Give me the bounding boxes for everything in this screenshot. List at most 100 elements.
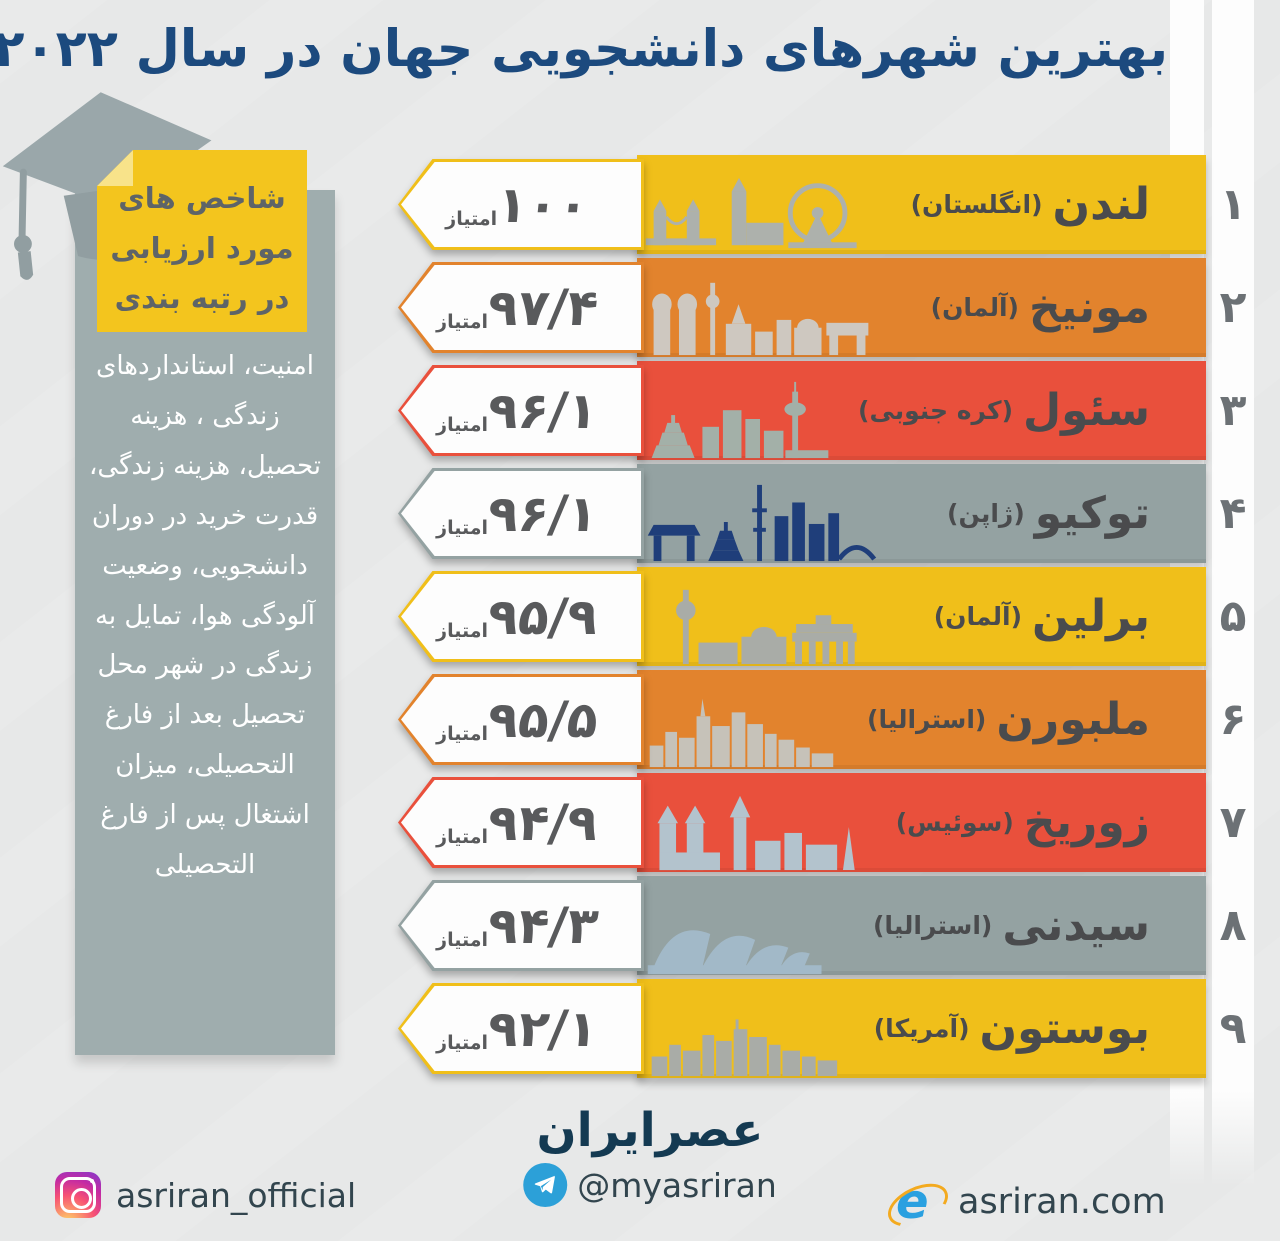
telegram-icon [523,1163,568,1208]
country-name: (استرالیا) [867,705,987,734]
score-unit-label: امتیاز [436,310,489,333]
score-badge: ۹۷/۴ امتیاز [398,262,644,353]
score-unit-label: امتیاز [436,619,489,642]
telegram-handle: @myasriran [577,1165,777,1205]
rank-number: ۶ [1219,694,1247,745]
criteria-heading-box: شاخص های مورد ارزیابی در رتبه بندی [97,150,307,332]
ranking-row-5: ۹۵/۹ امتیاز [0,567,1280,666]
seoul-skyline-icon [643,378,878,460]
criteria-panel: امنیت، استانداردهای زندگی ، هزینه تحصیل،… [75,190,335,1055]
berlin-skyline-icon [643,584,878,666]
city-name: برلین [1032,591,1150,642]
score-value: ۱۰۰ [494,175,592,234]
score-value: ۹۶/۱ [484,381,601,440]
zurich-skyline-icon [643,790,878,872]
city-bar: برلین (آلمان) [637,567,1206,666]
city-name: لندن [1052,179,1150,230]
city-bar: توکیو (ژاپن) [637,464,1206,563]
city-name: بوستون [979,1003,1150,1054]
ranking-row-8: ۹۴/۳ امتیاز سیدنی (استرالیا) ۸ [0,876,1280,975]
rank-number: ۵ [1219,591,1247,642]
sydney-skyline-icon [643,893,878,975]
rank-number: ۸ [1219,900,1247,951]
score-value: ۹۴/۹ [484,793,601,852]
ranking-row-4: ۹۶/۱ امتیاز [0,464,1280,563]
score-unit-label: امتیاز [445,207,498,230]
ranking-row-9: ۹۲/۱ امتیاز بوستون ( [0,979,1280,1078]
city-name: سئول [1023,385,1150,436]
score-unit-label: امتیاز [436,1031,489,1054]
rank-number: ۹ [1219,1003,1247,1054]
munich-skyline-icon [643,275,878,357]
city-bar: زوریخ (سوئیس) [637,773,1206,872]
tokyo-skyline-icon [643,481,878,563]
telegram-row: @myasriran [523,1163,777,1208]
rank-number: ۳ [1219,385,1247,436]
city-name: زوریخ [1023,797,1150,848]
city-name: سیدنی [1002,900,1150,951]
ranking-row-6: ۹۵/۵ امتیاز ملبورن ( [0,670,1280,769]
rank-number: ۲ [1219,282,1247,333]
rank-number: ۱ [1219,179,1247,230]
country-name: (استرالیا) [873,911,993,940]
criteria-heading: شاخص های مورد ارزیابی در رتبه بندی [110,181,294,315]
instagram-icon [55,1172,101,1218]
city-bar: سیدنی (استرالیا) [637,876,1206,975]
score-unit-label: امتیاز [436,516,489,539]
city-name: ملبورن [996,694,1150,745]
brand-block: عصرایران @myasriran [523,1103,777,1208]
rank-number: ۴ [1219,488,1247,539]
score-value: ۹۷/۴ [484,278,601,337]
melbourne-skyline-icon [643,687,878,769]
ranking-row-1: ۱۰۰ امتیاز [0,155,1280,254]
score-unit-label: امتیاز [436,928,489,951]
city-bar: لندن (انگلستان) [637,155,1206,254]
country-name: (ژاپن) [947,499,1025,528]
rank-number: ۷ [1219,797,1247,848]
score-badge: ۹۲/۱ امتیاز [398,983,644,1074]
city-bar: سئول (کره جنوبی) [637,361,1206,460]
score-unit-label: امتیاز [436,825,489,848]
score-unit-label: امتیاز [436,722,489,745]
score-value: ۹۵/۵ [484,690,601,749]
score-badge: ۹۵/۵ امتیاز [398,674,644,765]
score-value: ۹۶/۱ [484,484,601,543]
instagram-handle: asriran_official [116,1175,357,1215]
country-name: (انگلستان) [910,190,1043,219]
ranking-row-2: ۹۷/۴ امتیاز [0,258,1280,357]
country-name: (آلمان) [933,602,1023,631]
website-url: asriran.com [958,1182,1166,1222]
criteria-text: امنیت، استانداردهای زندگی ، هزینه تحصیل،… [89,351,321,881]
score-value: ۹۵/۹ [484,587,601,646]
city-name: مونیخ [1028,282,1150,333]
instagram-row: asriran_official [55,1172,356,1218]
london-skyline-icon [643,172,878,254]
score-badge: ۹۵/۹ امتیاز [398,571,644,662]
score-unit-label: امتیاز [436,413,489,436]
city-bar: بوستون (آمریکا) [637,979,1206,1078]
ranking-list: ۱۰۰ امتیاز [0,155,1280,1082]
internet-explorer-icon: e [881,1175,955,1235]
boston-skyline-icon [643,996,878,1078]
country-name: (سوئیس) [895,808,1014,837]
country-name: (آلمان) [930,293,1019,322]
score-value: ۹۲/۱ [484,999,601,1058]
right-white-strip-rank-column [1212,0,1254,1186]
city-bar: ملبورن (استرالیا) [637,670,1206,769]
score-badge: ۹۶/۱ امتیاز [398,468,644,559]
country-name: (آمریکا) [873,1014,970,1043]
score-badge: ۹۴/۹ امتیاز [398,777,644,868]
city-bar: مونیخ (آلمان) [637,258,1206,357]
brand-logo: عصرایران [536,1103,764,1158]
ranking-row-3: ۹۶/۱ امتیاز سئول (کر [0,361,1280,460]
ranking-row-7: ۹۴/۹ امتیاز زوریخ (س [0,773,1280,872]
city-name: توکیو [1034,488,1150,539]
score-badge: ۹۴/۳ امتیاز [398,880,644,971]
page-title: بهترین شهرهای دانشجویی جهان در سال ۲۰۲۲ [0,20,1168,79]
score-badge: ۹۶/۱ امتیاز [398,365,644,456]
website-row: e asriran.com [881,1175,1166,1235]
score-value: ۹۴/۳ [484,896,601,955]
country-name: (کره جنوبی) [858,396,1013,425]
score-badge: ۱۰۰ امتیاز [398,159,644,250]
